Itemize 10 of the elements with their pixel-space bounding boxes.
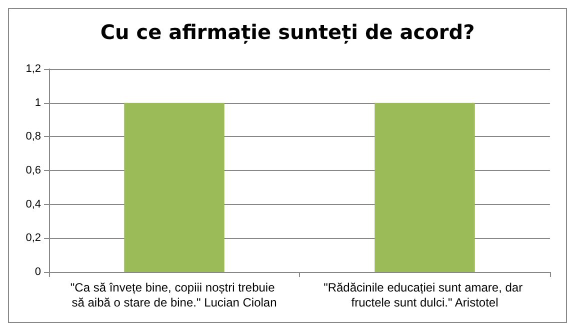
y-tick-label: 0,2: [26, 232, 41, 244]
y-tick-label: 0,4: [26, 198, 41, 210]
y-tick-label: 0,6: [26, 164, 41, 176]
chart-title: Cu ce afirmație sunteți de acord?: [100, 20, 475, 44]
y-tick-label: 1: [34, 96, 41, 109]
y-tick-label: 1,2: [26, 63, 41, 75]
y-tick-label: 0,8: [26, 130, 41, 143]
x-tick-label: "Ca să învețe bine, copiii noștri trebuie să aibă o stare de bine." Lucian Ciolan: [70, 280, 278, 310]
x-tick-label: "Rădăcinile educației sunt amare, dar fructele sunt dulci." Aristotel: [324, 280, 526, 310]
y-tick-label: 0: [34, 266, 41, 278]
